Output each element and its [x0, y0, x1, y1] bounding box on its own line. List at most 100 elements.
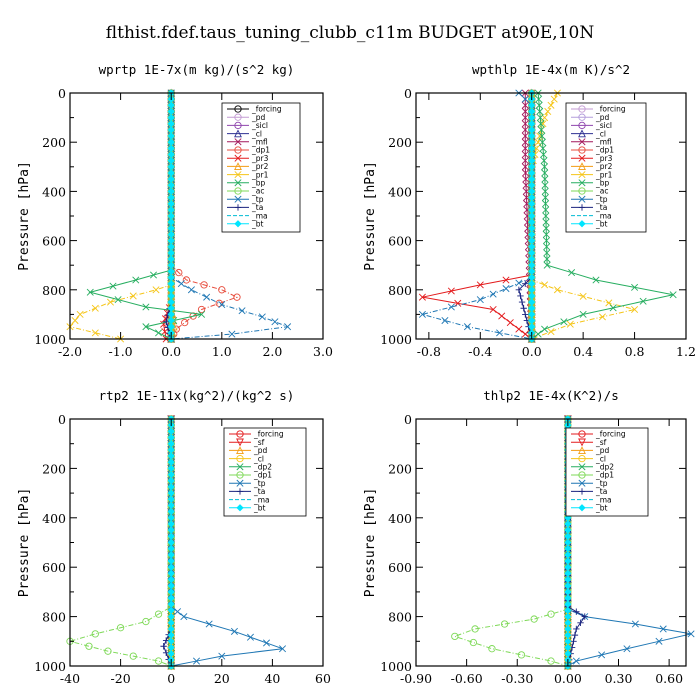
panel1-legend-marker-0 [234, 105, 242, 113]
panel1-legend-marker-11 [234, 195, 242, 203]
panel2-point-bp-7 [538, 132, 546, 140]
panel1-legend-marker-5 [234, 146, 242, 154]
panel3-ytick-label-3: 600 [42, 560, 66, 575]
panel4-point-ta-34 [573, 625, 580, 633]
panel2-legend-label-1: _pd [595, 113, 610, 122]
panel2-point-bp-20 [542, 212, 550, 220]
panel4-legend-marker-3 [578, 454, 586, 463]
panel2-ytick-label-4: 800 [388, 283, 412, 298]
panel1-point-tp-34 [218, 301, 226, 309]
panel1-title: wprtp 1E-7x(m kg)/(s^2 kg) [99, 62, 295, 77]
panel1-point-tp-35 [238, 307, 246, 315]
panel1-point-bp-35 [142, 303, 150, 311]
panel2-point-bp-21 [542, 218, 550, 226]
panel2-point-pr1-3 [544, 107, 552, 115]
panel3-xtick-label-2: 0 [167, 671, 175, 686]
panel1-xtick-label-3: 1.0 [212, 344, 232, 359]
panel2-point-pr3-37 [498, 312, 506, 320]
panel2-point-tp-38 [463, 323, 471, 331]
panel2-point-tp-33 [489, 290, 497, 298]
panel1-legend-label-1: _pd [251, 113, 266, 122]
panel4-legend-marker-2 [578, 446, 586, 455]
panel3-legend-marker-0 [236, 430, 244, 438]
panel4-legend-label-2: _pd [595, 446, 610, 455]
panel2-line-pr3 [422, 93, 533, 340]
panel2-point-pr1-31 [541, 281, 549, 289]
panel3-point-dp1-33 [116, 624, 125, 632]
panel2-point-tp-35 [447, 303, 455, 311]
panel2-point-bp-34 [609, 304, 617, 312]
panel1-point-pr1-34 [106, 298, 114, 306]
panel3-chart: rtp2 1E-11x(kg^2)/(kg^2 s) Pressure [hPa]… [17, 388, 331, 686]
panel3-legend-label-8: _ma [253, 495, 270, 504]
panel1-ylabel: Pressure [hPa] [17, 161, 32, 271]
panel2-point-pr3-38 [506, 319, 514, 327]
panel4-chart: thlp2 1E-4x(K^2)/s Pressure [hPa] -0.90 -0.… [363, 388, 695, 686]
panel2-point-mfl-7 [521, 132, 529, 140]
panel1-point-bp-39 [155, 329, 163, 337]
panel3-point-tp-38 [218, 652, 226, 660]
panel2-point-bp-15 [541, 181, 549, 189]
panel2-point-bp-3 [536, 107, 544, 115]
panel2-point-pr1-32 [553, 286, 561, 294]
panel2-title: wpthlp 1E-4x(m K)/s^2 [472, 62, 630, 77]
panel2-xtick-label-0: -0.8 [417, 344, 441, 359]
panel4-xtick-label-0: -0.90 [400, 671, 432, 686]
panel2-xtick-label-4: 0.8 [625, 344, 645, 359]
panel2-point-mfl-11 [521, 157, 529, 165]
panel4-legend-marker-4 [578, 463, 586, 471]
panel2-point-pr3-34 [418, 293, 426, 301]
panel4-point-dp1-40 [547, 657, 555, 665]
panel2-point-pr1-37 [566, 320, 574, 328]
panel3-legend: _forcing_sf_pd_cl_dp2_dp1_tp_ta_ma_bt [223, 427, 307, 517]
panel2-point-pr1-2 [547, 101, 555, 109]
panel1-legend-label-7: _pr2 [251, 162, 269, 171]
panel4-legend-label-0: _forcing [595, 430, 626, 439]
panel2-point-mfl-15 [522, 181, 530, 189]
panel1-ytick-label-3: 600 [42, 234, 66, 249]
panel2-point-bp-8 [538, 138, 546, 146]
panel1-point-pr1-35 [91, 304, 99, 312]
panel1-point-dp1-31 [200, 281, 208, 289]
panel2-point-tp-39 [496, 329, 504, 337]
panel1-legend-label-11: _tp [251, 195, 264, 204]
panel3-point-dp1-37 [104, 647, 112, 655]
panel2-legend-marker-1 [578, 113, 586, 121]
panel3-legend-label-5: _dp1 [253, 471, 272, 480]
panel2-xtick-label-1: -0.4 [468, 344, 492, 359]
panel1-xtick-label-2: 0.0 [161, 344, 181, 359]
panel2-ylabel: Pressure [hPa] [363, 161, 378, 271]
panel4-legend-label-8: _ma [595, 495, 612, 504]
panel2-point-pr3-36 [489, 305, 497, 313]
panel2-point-bp-5 [537, 120, 545, 128]
panel2-point-bp-24 [542, 237, 551, 245]
panel3-xtick-label-0: -40 [60, 671, 80, 686]
panel1-point-pr1-32 [152, 286, 160, 294]
panel1-point-pr1-39 [91, 329, 99, 337]
panel3-legend-marker-5 [236, 471, 244, 479]
panel3-point-dp1-38 [129, 652, 137, 660]
panel2-legend-marker-10 [578, 187, 586, 195]
panel1-ytick-label-5: 1000 [34, 332, 66, 347]
panel2-series-tp [418, 89, 536, 343]
panel2-point-bp-38 [534, 330, 542, 338]
panel2-point-ta-32 [515, 286, 523, 293]
panel2-chart: wpthlp 1E-4x(m K)/s^2 Pressure [hPa] -0.8 -… [363, 62, 696, 359]
panel1-point-bp-33 [86, 288, 94, 296]
panel1-legend-marker-12 [234, 204, 242, 211]
panel2-point-mfl-6 [521, 126, 529, 134]
panel4-legend-label-5: _dp1 [595, 471, 614, 480]
panel2-point-mfl-16 [522, 187, 530, 195]
panel4-xtick-label-1: -0.60 [451, 671, 483, 686]
panel4-point-tp-37 [623, 645, 631, 653]
panel2-point-bp-31 [631, 283, 639, 291]
panel1-point-tp-33 [203, 293, 211, 301]
panel1-legend-label-12: _ta [251, 203, 263, 212]
panel2-point-bp-16 [541, 187, 549, 195]
panel2-point-bp-23 [542, 230, 550, 238]
panel1-point-dp1-34 [215, 299, 223, 307]
panel2-legend-label-14: _bt [595, 220, 608, 229]
panel1-ytick-label-2: 400 [42, 184, 66, 199]
panel1-point-bp-30 [149, 271, 158, 279]
panel3-xtick-label-5: 60 [315, 671, 331, 686]
